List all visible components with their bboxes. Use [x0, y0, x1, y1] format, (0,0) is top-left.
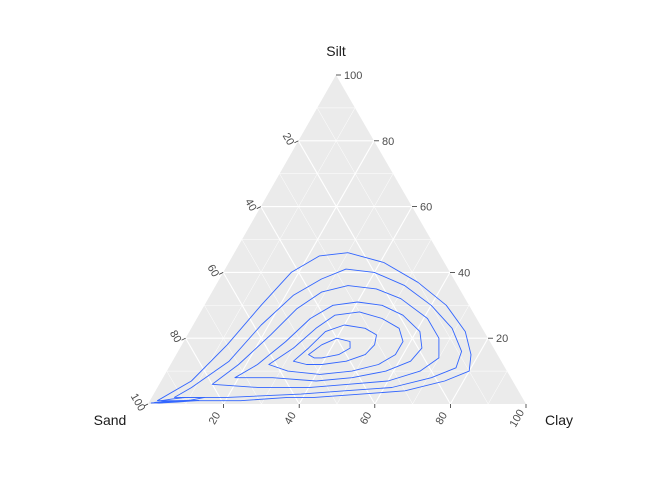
contour-line [173, 268, 463, 398]
grid-line-sand [185, 337, 225, 405]
contour-line [308, 337, 351, 359]
tick-mark-sand [294, 140, 299, 144]
tick-label-clay: 40 [282, 410, 299, 427]
grid-line-sand [316, 107, 489, 405]
grid-line-clay [412, 305, 470, 405]
tick-label-clay: 20 [207, 410, 224, 427]
tick-label-sand: 40 [242, 197, 259, 214]
tick-label-silt: 40 [458, 267, 470, 279]
grid-line-sand [166, 370, 187, 405]
tick-label-sand: 80 [167, 328, 184, 345]
tick-label-sand: 60 [205, 263, 222, 280]
tick-label-silt: 60 [420, 202, 432, 214]
axis-title-clay: Clay [545, 412, 573, 428]
axis-title-sand: Sand [94, 412, 127, 428]
tick-label-clay: 80 [434, 410, 451, 427]
tick-label-sand: 100 [128, 392, 148, 414]
contour-line [292, 324, 377, 365]
tick-mark-sand [181, 337, 186, 341]
grid-line-clay [261, 173, 394, 405]
tick-label-silt: 100 [344, 70, 362, 82]
grid-line-clay [185, 107, 356, 405]
grid-line-clay [336, 239, 432, 405]
grid-line-clay [487, 370, 508, 405]
tick-label-clay: 60 [358, 410, 375, 427]
contour-line [150, 401, 170, 404]
contour-line [234, 301, 423, 382]
contour-line [156, 252, 472, 402]
grid-line-clay [374, 272, 451, 405]
contour-lines [150, 252, 472, 404]
grid-line-sand [279, 173, 413, 405]
grid-line-sand [241, 239, 338, 405]
contour-line [211, 285, 440, 389]
tick-mark-sand [143, 403, 149, 407]
tick-label-silt: 20 [496, 333, 508, 345]
tick-label-sand: 20 [280, 131, 297, 148]
grid-line-sand [222, 272, 300, 405]
grid-line-sand [204, 305, 262, 405]
tick-label-silt: 80 [382, 136, 394, 148]
axis-title-silt: Silt [326, 43, 346, 59]
tick-mark-sand [219, 272, 224, 275]
tick-mark-sand [256, 206, 261, 209]
contour-line [268, 311, 404, 375]
tick-label-clay: 100 [508, 408, 528, 430]
